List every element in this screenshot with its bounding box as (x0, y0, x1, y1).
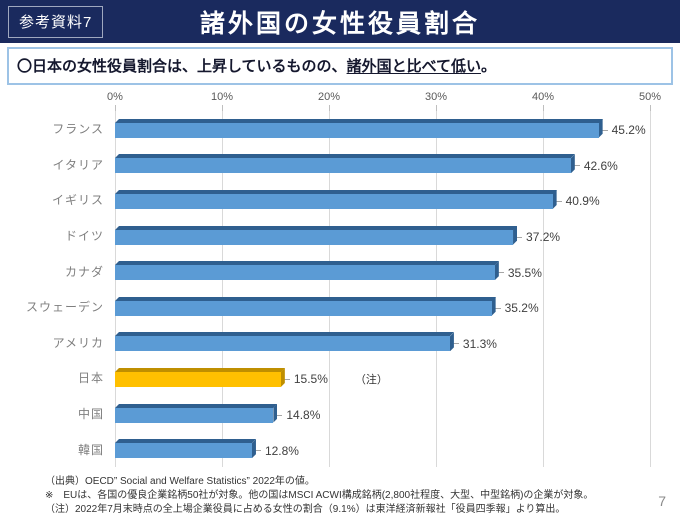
bar-cell: 15.5% （注） (115, 360, 650, 396)
category-label: アメリカ (52, 335, 104, 350)
chart-row: アメリカ 31.3% (0, 325, 650, 361)
leader-dash (515, 236, 523, 238)
bar-cell: 31.3% (115, 325, 650, 361)
leader-dash (493, 307, 501, 309)
bar-cell: 42.6% (115, 147, 650, 183)
bar-cell: 40.9% (115, 182, 650, 218)
footnote-note: （注）2022年7月末時点の全上場企業役員に占める女性の割合（9.1%）は東洋経… (45, 504, 566, 515)
x-tick-label: 40% (531, 91, 555, 103)
summary-text: 〇日本の女性役員割合は、上昇しているものの、 (17, 58, 347, 75)
value-label: 12.8% (264, 443, 299, 458)
leader-dash (554, 200, 562, 202)
category-label: 中国 (77, 407, 104, 422)
footnote-scope: ※ EUは、各国の優良企業銘柄50社が対象。他の国はMSCI ACWI構成銘柄(… (45, 490, 594, 501)
x-tickmark-icon (329, 105, 330, 111)
chart-rows: フランス 45.2% イタリア 42.6% イギリス 40.9% ドイツ 37.2% カナダ 35… (0, 111, 650, 467)
x-tick-label: 50% (638, 91, 662, 103)
value-label: 31.3% (462, 336, 497, 351)
category-label: イタリア (52, 157, 104, 172)
footnotes: （出典）OECD” Social and Welfare Statistics”… (45, 475, 662, 517)
category-label: イギリス (51, 193, 104, 208)
chart-row: 中国 14.8% (0, 396, 650, 432)
value-label: 35.5% (507, 265, 542, 280)
title-bar: 参考資料7 諸外国の女性役員割合 (0, 0, 680, 43)
bar-日本 (115, 371, 281, 387)
gridline (115, 111, 116, 467)
bar-cell: 14.8% (115, 396, 650, 432)
bar-アメリカ (115, 336, 450, 352)
value-label: 40.9% (565, 194, 600, 209)
gridline (436, 111, 437, 467)
grid-layer (115, 111, 651, 467)
leader-dash (572, 165, 580, 167)
page-number: 7 (658, 493, 666, 509)
chart-row: カナダ 35.5% (0, 253, 650, 289)
value-label: 45.2% (611, 123, 646, 138)
category-label: フランス (52, 122, 104, 137)
gridline (222, 111, 223, 467)
page-title: 諸外国の女性役員割合 (199, 9, 480, 38)
x-tickmark-icon (222, 105, 223, 111)
bar-cell: 12.8% (115, 431, 650, 467)
bar-イタリア (115, 158, 571, 174)
bar-chart: 0% 10% 20% 30% 40% 50% フランス 45.2% イタリア 42.6% イギリス… (0, 91, 680, 469)
value-label: 14.8% (286, 408, 321, 423)
x-tickmark-icon (543, 105, 544, 111)
chart-row: 韓国 12.8% (0, 431, 650, 467)
category-label: カナダ (64, 264, 104, 279)
summary-box: 〇日本の女性役員割合は、上昇しているものの、諸外国と比べて低い。 (7, 47, 673, 85)
summary-text-period: 。 (480, 58, 496, 75)
gridline (650, 111, 651, 467)
gridline (543, 111, 544, 467)
note-annotation: （注） (354, 374, 388, 387)
category-label: ドイツ (64, 229, 104, 244)
chart-row: ドイツ 37.2% (0, 218, 650, 254)
category-label: スウェーデン (25, 300, 104, 315)
category-label: 韓国 (77, 442, 104, 457)
value-label: 37.2% (526, 230, 561, 245)
x-tickmark-icon (115, 105, 116, 111)
bar-スウェーデン (115, 300, 492, 316)
category-label: 日本 (77, 371, 104, 386)
leader-dash (282, 378, 290, 380)
summary-text-underlined: 諸外国と比べて低い (346, 58, 481, 75)
chart-row: イギリス 40.9% (0, 182, 650, 218)
x-axis: 0% 10% 20% 30% 40% 50% (107, 91, 661, 111)
bar-cell: 37.2% (115, 218, 650, 254)
bar-中国 (115, 407, 274, 423)
x-tick-label: 20% (317, 91, 341, 103)
bar-ドイツ (115, 229, 514, 245)
bar-韓国 (115, 443, 252, 459)
leader-dash (253, 450, 261, 452)
x-tick-label: 10% (210, 91, 234, 103)
reference-badge: 参考資料7 (8, 6, 104, 38)
x-tickmark-icon (650, 105, 651, 111)
bar-cell: 45.2% (115, 111, 650, 147)
bar-フランス (115, 122, 599, 138)
bar-cell: 35.5% (115, 253, 650, 289)
x-tick-label: 0% (107, 91, 123, 103)
bar-cell: 35.2% (115, 289, 650, 325)
value-label: 42.6% (583, 158, 618, 173)
leader-dash (496, 272, 504, 274)
chart-row: 日本 15.5% （注） (0, 360, 650, 396)
chart-row: フランス 45.2% (0, 111, 650, 147)
bar-カナダ (115, 265, 495, 281)
leader-dash (275, 414, 283, 416)
chart-row: スウェーデン 35.2% (0, 289, 650, 325)
x-tickmark-icon (436, 105, 437, 111)
leader-dash (600, 129, 608, 131)
value-label: 15.5% (293, 372, 328, 387)
x-tick-label: 30% (424, 91, 448, 103)
value-label: 35.2% (504, 301, 539, 316)
bar-イギリス (115, 193, 553, 209)
chart-row: イタリア 42.6% (0, 147, 650, 183)
gridline (329, 111, 330, 467)
leader-dash (451, 343, 459, 345)
footnote-source: （出典）OECD” Social and Welfare Statistics”… (45, 476, 315, 487)
